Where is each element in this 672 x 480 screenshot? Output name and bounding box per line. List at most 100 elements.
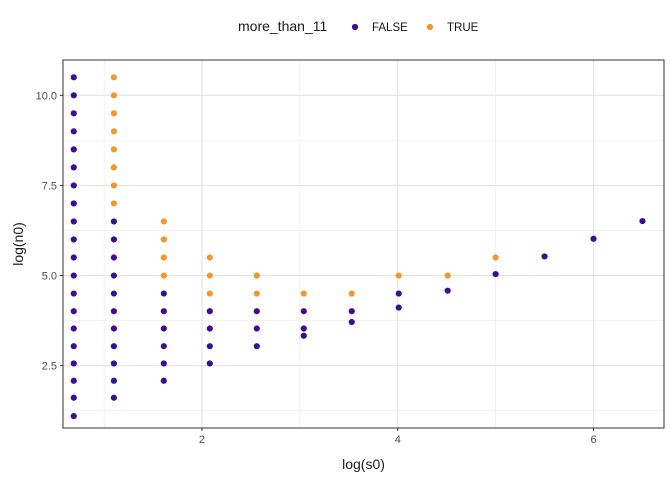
point-false <box>492 270 499 278</box>
point-false <box>70 377 77 384</box>
y-axis-title: log(n0) <box>10 222 26 266</box>
point-false <box>70 394 77 401</box>
point-false <box>395 304 402 311</box>
point-false <box>70 200 77 207</box>
point-false <box>110 218 117 225</box>
point-false <box>160 377 167 384</box>
point-false <box>160 290 167 297</box>
point-true <box>253 272 260 279</box>
legend: more_than_11 FALSE TRUE <box>238 18 479 34</box>
point-false <box>70 308 77 315</box>
y-axis-ticks: 2.5 5.0 7.5 10.0 <box>36 90 63 373</box>
point-true <box>348 290 355 297</box>
y-tick-label: 7.5 <box>42 180 57 192</box>
point-false <box>110 343 117 350</box>
point-false <box>110 377 117 384</box>
point-false <box>70 360 77 367</box>
point-true <box>444 272 451 279</box>
point-true <box>110 128 117 135</box>
point-false <box>348 308 355 315</box>
point-false <box>70 413 77 420</box>
point-false <box>160 343 167 350</box>
point-false <box>348 318 355 326</box>
point-true <box>110 200 117 207</box>
point-false <box>110 325 117 332</box>
point-false <box>639 218 646 225</box>
point-false <box>160 325 167 332</box>
point-false <box>253 308 260 315</box>
point-false <box>110 290 117 297</box>
x-tick-label: 6 <box>590 434 596 446</box>
point-false <box>206 360 213 367</box>
point-true <box>110 92 117 99</box>
x-axis-title: log(s0) <box>342 456 385 472</box>
point-false <box>70 343 77 350</box>
point-false <box>590 235 597 242</box>
point-false <box>110 394 117 401</box>
point-false <box>160 360 167 367</box>
point-false <box>160 308 167 315</box>
point-false <box>70 110 77 117</box>
point-false <box>70 74 77 81</box>
point-true <box>160 254 167 261</box>
point-false <box>110 236 117 243</box>
point-true <box>206 290 213 297</box>
point-true <box>492 254 499 261</box>
legend-key-true <box>426 23 434 31</box>
point-false <box>70 290 77 297</box>
legend-label-true: TRUE <box>447 22 479 34</box>
point-true <box>160 236 167 243</box>
point-false <box>253 343 260 350</box>
point-false <box>541 253 548 260</box>
point-true <box>110 146 117 153</box>
point-false <box>253 325 260 332</box>
point-true <box>253 290 260 297</box>
point-false <box>70 236 77 243</box>
legend-label-false: FALSE <box>372 22 408 34</box>
point-false <box>110 254 117 261</box>
point-false <box>70 164 77 171</box>
point-true <box>160 272 167 279</box>
point-false <box>444 287 451 294</box>
point-false <box>110 308 117 315</box>
x-tick-label: 2 <box>199 434 205 446</box>
point-false <box>206 325 213 332</box>
point-false <box>70 272 77 279</box>
point-false <box>206 308 213 315</box>
point-false <box>70 218 77 225</box>
point-false <box>110 360 117 367</box>
point-true <box>300 290 307 297</box>
point-false <box>300 325 307 332</box>
x-axis-ticks: 2 4 6 <box>199 428 597 446</box>
point-true <box>206 254 213 261</box>
legend-key-false <box>351 23 359 31</box>
point-false <box>70 92 77 99</box>
y-tick-label: 10.0 <box>36 90 57 102</box>
plot-panel-border <box>62 59 665 429</box>
point-false <box>300 332 307 339</box>
point-false <box>206 343 213 350</box>
point-true <box>160 218 167 225</box>
y-tick-label: 5.0 <box>42 271 57 283</box>
plot-panel-background <box>63 60 664 428</box>
grid-minor <box>63 60 664 428</box>
point-true <box>110 164 117 171</box>
point-true <box>110 110 117 117</box>
point-false <box>395 290 402 297</box>
point-true <box>206 272 213 279</box>
y-tick-label: 2.5 <box>42 361 57 373</box>
point-false <box>70 128 77 135</box>
x-tick-label: 4 <box>395 434 401 446</box>
point-false <box>70 325 77 332</box>
point-true <box>110 182 117 189</box>
point-false <box>300 308 307 315</box>
point-false <box>110 272 117 279</box>
point-false <box>70 146 77 153</box>
point-true <box>395 272 402 279</box>
data-points <box>70 74 646 420</box>
point-false <box>70 182 77 189</box>
point-false <box>70 254 77 261</box>
legend-title: more_than_11 <box>238 18 327 34</box>
point-true <box>110 74 117 81</box>
